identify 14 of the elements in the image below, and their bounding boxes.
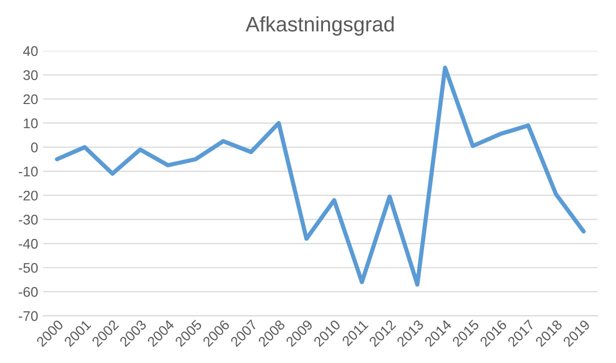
- y-tick-label: -10: [18, 166, 38, 176]
- y-tick-label: 40: [23, 46, 38, 56]
- y-tick-label: -70: [18, 311, 38, 321]
- y-tick-label: 0: [31, 142, 38, 152]
- y-tick-label: -60: [18, 287, 38, 297]
- y-tick-label: -20: [18, 190, 38, 201]
- y-tick-label: -40: [18, 238, 38, 249]
- y-tick-label: -30: [18, 214, 38, 225]
- y-tick-label: -50: [18, 262, 38, 273]
- y-tick-label: 30: [23, 70, 38, 80]
- line-series: [54, 66, 586, 287]
- chart-title: Afkastningsgrad: [246, 16, 394, 36]
- y-tick-label: 10: [24, 118, 38, 128]
- y-tick-label: 20: [24, 94, 38, 104]
